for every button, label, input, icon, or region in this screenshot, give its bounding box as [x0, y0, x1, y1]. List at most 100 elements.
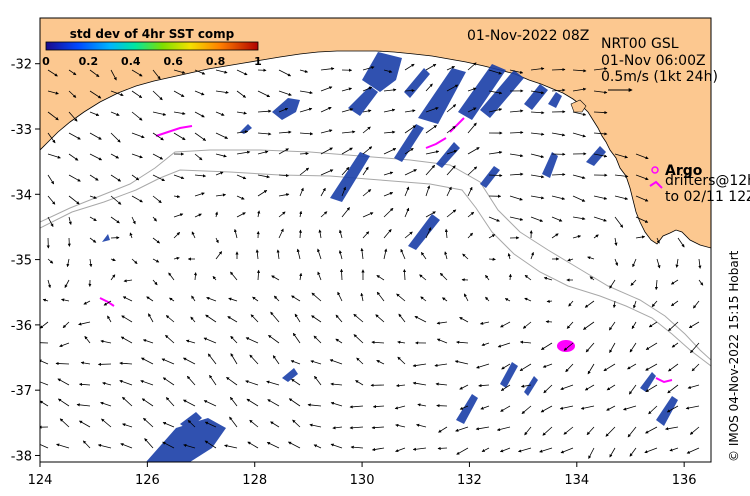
current-vector [690, 342, 700, 354]
current-vector [194, 192, 205, 197]
colorbar-ticks: 0 0.2 0.4 0.6 0.8 1 [42, 55, 262, 68]
current-vector [193, 272, 198, 281]
current-vector [467, 232, 473, 239]
current-vector [383, 130, 396, 134]
current-vector [290, 360, 301, 365]
current-vector [257, 150, 269, 155]
colorbar-title: std dev of 4hr SST comp [70, 27, 235, 41]
current-vector [509, 69, 524, 74]
current-vector [341, 130, 356, 134]
current-vector [425, 211, 436, 218]
current-vector [467, 62, 477, 71]
current-vector [455, 426, 469, 432]
current-vector [89, 153, 103, 161]
current-vector [609, 342, 616, 354]
plot-frame [39, 17, 712, 463]
product-time: 01-Nov 06:00Z [601, 53, 706, 69]
current-vector [588, 447, 595, 459]
current-vector [383, 171, 394, 176]
current-vector [572, 87, 587, 92]
current-vector [229, 416, 238, 428]
current-vector [215, 132, 229, 139]
current-vector [152, 279, 158, 286]
current-vector [183, 399, 196, 407]
current-vector [341, 166, 350, 176]
current-vector [317, 248, 322, 260]
current-vector [288, 398, 301, 407]
current-vector [530, 174, 545, 179]
current-vector [40, 381, 49, 386]
current-vector [152, 258, 160, 263]
current-vector [675, 258, 679, 268]
current-vector [349, 426, 364, 430]
current-vector [398, 313, 406, 323]
current-vector [446, 66, 456, 71]
current-vector [481, 342, 490, 347]
current-vector [362, 212, 374, 218]
current-vector [665, 426, 679, 431]
y-tick-label: -38 [11, 449, 32, 464]
current-vector [78, 382, 91, 386]
current-vector [572, 235, 582, 239]
current-vector [362, 86, 373, 92]
current-vector [404, 231, 413, 239]
current-vector [47, 258, 54, 264]
current-vector [425, 150, 440, 155]
current-vector [59, 418, 70, 428]
current-vector [320, 147, 333, 155]
current-vector [402, 268, 407, 281]
current-vector [182, 357, 196, 365]
current-vector [593, 90, 608, 94]
colorbar-gradient [45, 41, 259, 51]
current-vector [520, 384, 532, 388]
current-vector [110, 195, 122, 205]
current-vector [266, 380, 280, 386]
imos-credit: © IMOS 04-Nov-2022 15:15 Hobart [727, 250, 741, 462]
current-vector [509, 195, 523, 201]
current-vector [59, 342, 70, 348]
x-tick-label: 136 [672, 473, 697, 488]
current-vector [396, 293, 406, 302]
current-vector [215, 111, 225, 116]
y-tick-label: -32 [11, 58, 32, 73]
current-vector [488, 108, 503, 113]
current-vector [404, 109, 416, 113]
current-vector [417, 403, 427, 407]
current-vector [645, 426, 658, 434]
current-vector [194, 132, 207, 141]
current-vector [320, 86, 333, 92]
current-vector [89, 90, 102, 99]
current-vector [479, 321, 490, 325]
current-vector [551, 233, 559, 239]
current-vector [629, 447, 637, 457]
current-vector [89, 216, 97, 222]
current-vector [559, 405, 574, 410]
current-vector [119, 379, 133, 386]
current-vector [475, 426, 490, 431]
current-vector [627, 426, 637, 438]
current-vector [47, 195, 56, 205]
current-vector [209, 374, 217, 386]
current-vector [110, 111, 120, 116]
y-tick-label: -36 [11, 319, 32, 334]
current-vector [488, 234, 496, 239]
current-vector [546, 299, 553, 303]
current-vector [467, 107, 477, 113]
current-vector [250, 314, 259, 323]
current-vector [299, 90, 313, 95]
current-vector [313, 444, 322, 449]
current-vector [131, 111, 143, 121]
current-vector [441, 297, 448, 302]
current-vector [278, 228, 284, 239]
current-vector [173, 132, 186, 141]
current-vector [66, 258, 70, 268]
x-tick-label: 128 [242, 473, 267, 488]
current-vector [338, 250, 343, 260]
current-vector [542, 426, 553, 436]
current-vector [606, 405, 616, 411]
current-vector [131, 90, 143, 99]
current-vector [446, 165, 456, 176]
current-vector [635, 216, 649, 223]
current-vector [47, 90, 59, 95]
current-vector [446, 186, 452, 197]
